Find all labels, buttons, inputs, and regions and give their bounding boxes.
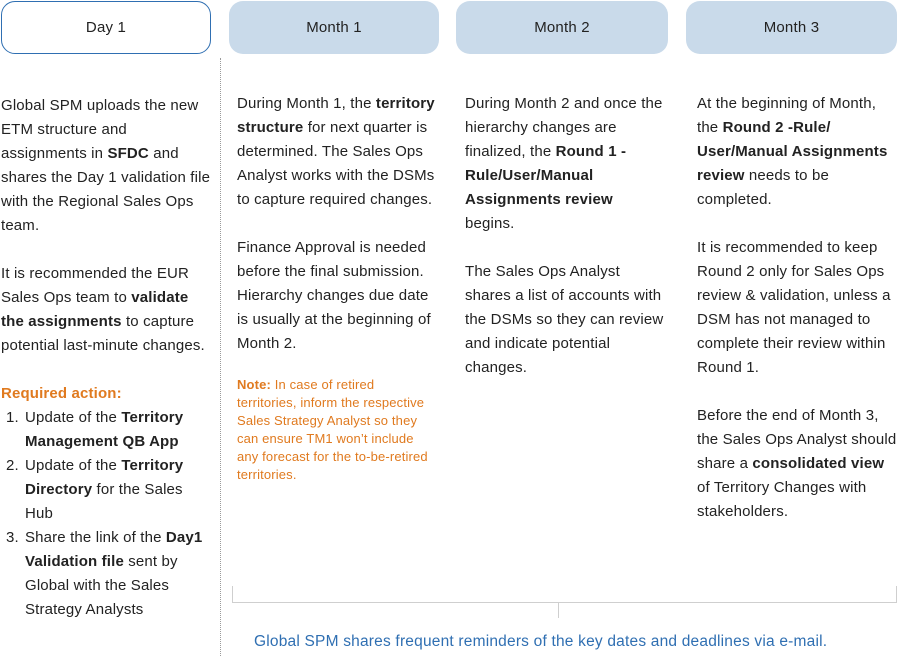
list-item: 1. Update of the Territory Management QB … <box>6 409 184 450</box>
phase-label: Month 1 <box>306 19 362 36</box>
phase-month-3: Month 3 <box>686 1 897 54</box>
day1-paragraph-1: Global SPM uploads the new ETM structure… <box>1 97 211 234</box>
required-action-heading: Required action: <box>1 385 122 402</box>
month3-paragraph-1: At the beginning of Month, the Round 2 -… <box>697 95 888 208</box>
bracket-center-tick <box>558 603 559 618</box>
phase-day-1: Day 1 <box>1 1 211 54</box>
phase-label: Month 2 <box>534 19 590 36</box>
phase-label: Month 3 <box>763 19 820 36</box>
months-bracket <box>232 586 897 603</box>
month1-paragraph-1: During Month 1, the territory structure … <box>237 95 435 208</box>
phase-month-2: Month 2 <box>456 1 668 54</box>
day1-divider-line <box>220 58 221 656</box>
list-item: 2. Update of the Territory Directory for … <box>6 457 184 522</box>
required-action-list: 1. Update of the Territory Management QB … <box>1 406 213 622</box>
month2-paragraph-1: During Month 2 and once the hierarchy ch… <box>465 95 663 232</box>
month3-paragraph-3: Before the end of Month 3, the Sales Ops… <box>697 407 897 520</box>
month3-column: At the beginning of Month, the Round 2 -… <box>697 92 897 524</box>
month1-column: During Month 1, the territory structure … <box>237 92 437 484</box>
month3-paragraph-2: It is recommended to keep Round 2 only f… <box>697 239 891 376</box>
day1-paragraph-2: It is recommended the EUR Sales Ops team… <box>1 265 205 354</box>
day1-column: Global SPM uploads the new ETM structure… <box>1 94 213 622</box>
month2-column: During Month 2 and once the hierarchy ch… <box>465 92 665 380</box>
list-item: 3. Share the link of the Day1 Validation … <box>6 529 203 618</box>
footer-reminder-text: Global SPM shares frequent reminders of … <box>254 633 828 650</box>
phase-month-1: Month 1 <box>229 1 439 54</box>
phase-label: Day 1 <box>85 19 127 36</box>
month1-paragraph-2: Finance Approval is needed before the fi… <box>237 239 431 352</box>
month2-paragraph-2: The Sales Ops Analyst shares a list of a… <box>465 263 664 376</box>
month1-note: Note: In case of retired territories, in… <box>237 377 428 482</box>
